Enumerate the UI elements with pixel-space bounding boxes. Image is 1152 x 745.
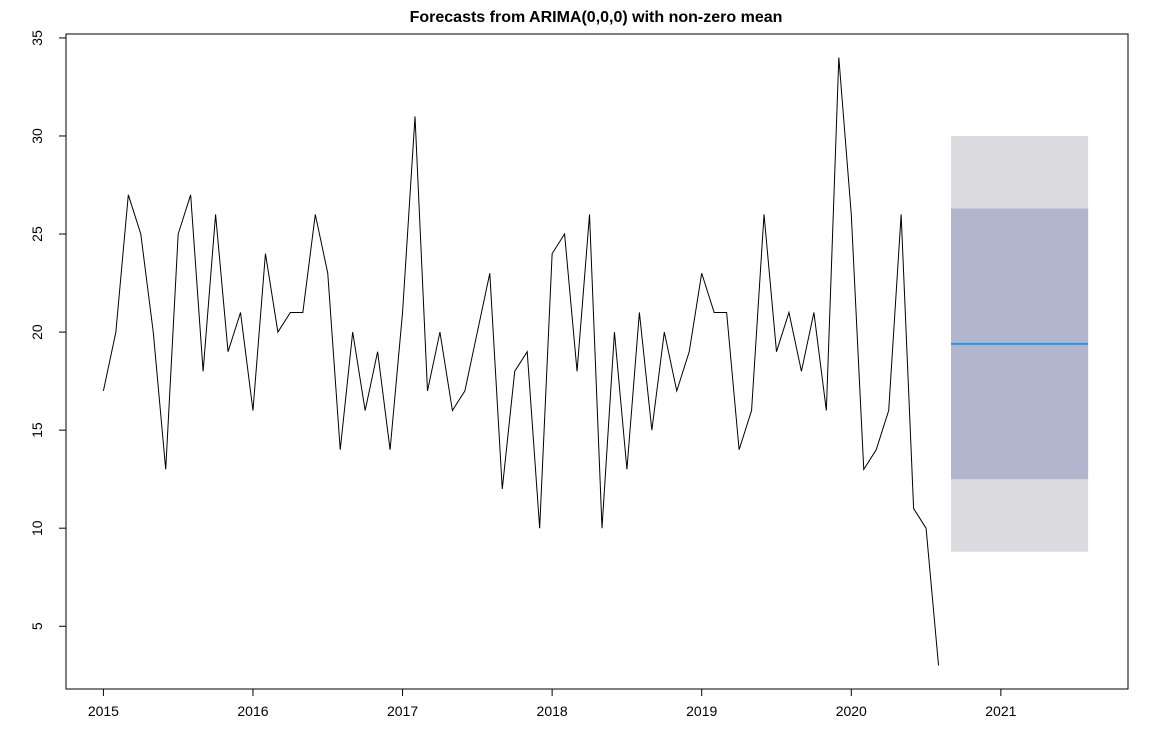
x-tick-label: 2019 — [686, 703, 717, 719]
x-tick-label: 2017 — [387, 703, 418, 719]
y-tick-label: 15 — [29, 422, 45, 438]
chart-title: Forecasts from ARIMA(0,0,0) with non-zer… — [410, 9, 783, 26]
y-tick-label: 25 — [29, 226, 45, 242]
y-tick-label: 30 — [29, 128, 45, 144]
x-axis: 2015 2016 2017 2018 2019 2020 2021 — [88, 688, 1017, 719]
x-tick-label: 2020 — [836, 703, 867, 719]
x-tick-label: 2016 — [237, 703, 268, 719]
y-axis: 5 10 15 20 25 30 35 — [29, 30, 67, 630]
series-group — [102, 57, 940, 666]
x-tick-label: 2018 — [537, 703, 568, 719]
x-tick-label: 2021 — [985, 703, 1016, 719]
x-tick-label: 2015 — [88, 703, 119, 719]
series-line — [102, 57, 940, 666]
y-tick-label: 10 — [29, 520, 45, 536]
y-tick-label: 35 — [29, 30, 45, 46]
y-tick-label: 5 — [29, 622, 45, 630]
y-tick-label: 20 — [29, 324, 45, 340]
